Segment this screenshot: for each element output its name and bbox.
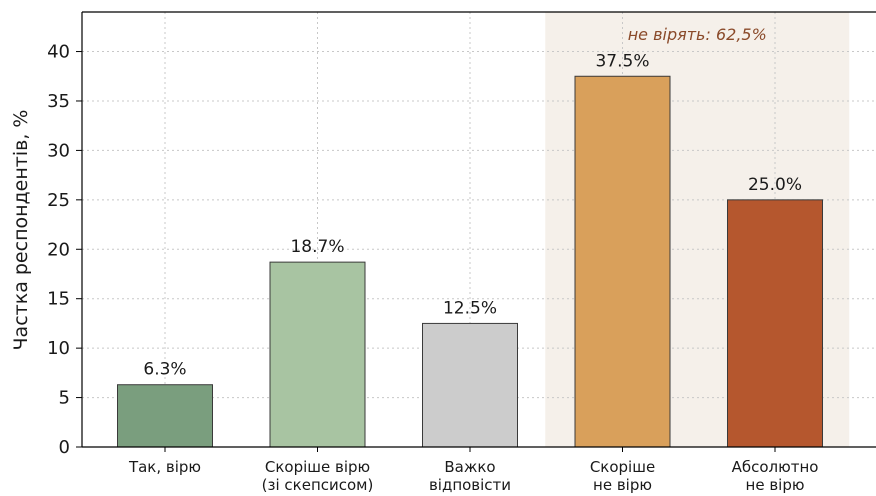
x-tick-label-line: Скоріше вірю [265,458,370,476]
x-tick-label-line: (зі скепсисом) [262,476,374,494]
y-tick-label: 5 [59,388,70,409]
x-tick-label: Важко відповісти [429,458,511,494]
y-axis-title: Частка респондентів, % [10,110,32,351]
bar [574,75,671,448]
y-tick-label: 15 [47,289,70,310]
highlight-annotation: не вірять: 62,5% [628,25,767,44]
x-tick-label: Скоріше не вірю [590,458,655,494]
data-label: 12.5% [443,298,497,318]
bar [117,384,213,448]
bar [422,322,518,448]
bar [269,261,366,448]
y-tick-label: 10 [47,338,70,359]
data-label: 37.5% [595,51,649,71]
x-tick-label-line: не вірю [746,476,805,494]
x-tick-label-line: не вірю [593,476,652,494]
x-tick-label: Скоріше вірю (зі скепсисом) [262,458,374,494]
x-tick-label-line: Так, вірю [128,458,201,476]
data-label: 25.0% [748,175,802,195]
y-tick-label: 30 [47,140,70,161]
bar [727,199,823,448]
x-tick-label-line: Важко [444,458,495,476]
y-tick-label: 35 [47,91,70,112]
x-tick-label: Абсолютно не вірю [732,458,819,494]
y-tick-label: 20 [47,239,70,260]
y-tick-label: 40 [47,42,70,63]
x-tick-label: Так, вірю [128,458,201,476]
data-label: 6.3% [143,360,186,380]
y-tick-label: 25 [47,190,70,211]
x-tick-label-line: Абсолютно [732,458,819,476]
x-tick-label-line: Скоріше [590,458,655,476]
y-tick-label: 0 [59,437,70,458]
x-tick-label-line: відповісти [429,476,511,494]
data-label: 18.7% [290,237,344,257]
